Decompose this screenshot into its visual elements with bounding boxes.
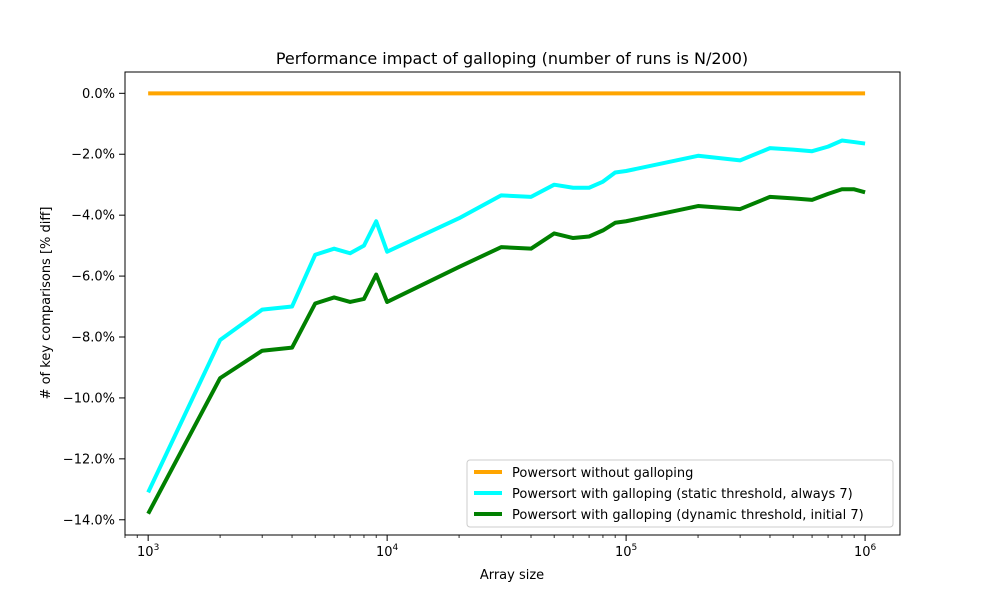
y-axis-title: # of key comparisons [% diff] [39,207,54,400]
legend: Powersort without galloping Powersort wit… [466,459,894,528]
chart-title: Performance impact of galloping (number … [276,49,748,68]
x-tick-label: 104 [376,543,399,560]
y-tick-label: −12.0% [63,452,115,467]
series-line-2 [146,138,866,494]
y-tick-label: −6.0% [71,270,115,285]
legend-label-2: Powersort with galloping (static thresho… [512,487,853,502]
y-tick-label: −10.0% [63,391,115,406]
x-tick-label: 103 [137,543,159,560]
series-layer [146,91,866,515]
x-tick-label: 105 [615,543,637,560]
legend-label-1: Powersort without galloping [512,466,693,481]
x-tick-label: 106 [854,543,877,560]
series-line-3 [146,187,866,515]
y-tick-label: −14.0% [63,513,115,528]
y-tick-label: −2.0% [71,148,115,163]
x-axis-title: Array size [480,568,544,583]
y-tick-label: −4.0% [71,209,115,224]
y-tick-label: −8.0% [71,331,115,346]
x-axis: 103 104 105 106 [124,535,877,560]
y-axis: 0.0% −2.0% −4.0% −6.0% −8.0% −10.0% −12.0% −14.… [63,87,125,528]
legend-box [466,459,894,528]
y-tick-label: 0.0% [82,87,115,102]
plot-area [124,71,901,536]
legend-label-3: Powersort with galloping (dynamic thresh… [512,508,864,523]
